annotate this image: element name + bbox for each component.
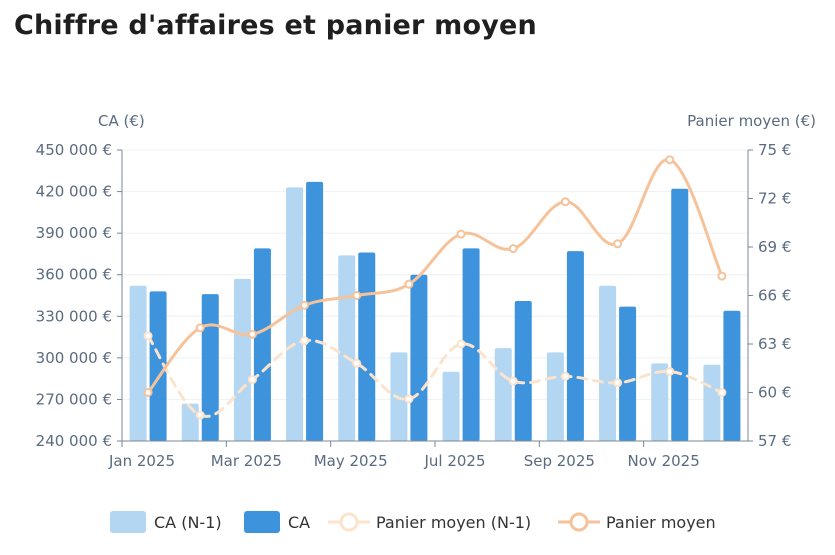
legend-label: CA (N-1) xyxy=(154,513,222,532)
y2-axis-label: Panier moyen (€) xyxy=(687,112,816,130)
bar xyxy=(703,364,721,441)
line-point xyxy=(247,375,257,385)
x-tick-label: Sep 2025 xyxy=(524,452,595,470)
chart-title: Chiffre d'affaires et panier moyen xyxy=(14,10,537,41)
line-point xyxy=(247,329,257,339)
bar xyxy=(286,187,304,441)
bar xyxy=(619,306,637,441)
x-tick-label: Jul 2025 xyxy=(423,452,485,470)
line-point xyxy=(508,376,518,386)
line-point xyxy=(404,394,414,404)
line-point xyxy=(717,388,727,397)
axes: CA (€) Panier moyen (€) 240 000 € 270 000… xyxy=(36,112,816,470)
bar xyxy=(671,188,689,441)
legend-marker xyxy=(569,512,589,532)
y-tick-label: 330 000 € xyxy=(36,307,112,325)
bar xyxy=(514,301,532,441)
bar xyxy=(233,278,251,441)
bar xyxy=(129,285,147,441)
bar xyxy=(149,291,167,441)
y2-tick-label: 57 € xyxy=(758,432,791,450)
line-point xyxy=(195,323,205,333)
line-point xyxy=(456,339,466,349)
x-tick-label: May 2025 xyxy=(314,452,388,470)
lines xyxy=(143,155,727,420)
y-tick-label: 420 000 € xyxy=(36,183,112,201)
line-point xyxy=(508,244,518,254)
legend-swatch xyxy=(244,511,280,533)
line-point xyxy=(352,291,362,300)
legend-label: Panier moyen xyxy=(606,513,716,532)
bar xyxy=(410,274,428,441)
legend-label: Panier moyen (N-1) xyxy=(376,513,531,532)
legend-label: CA xyxy=(288,513,310,532)
y-tick-label: 390 000 € xyxy=(36,224,112,242)
line-point xyxy=(300,336,310,346)
bar xyxy=(338,255,356,441)
y-tick-label: 300 000 € xyxy=(36,349,112,367)
bar xyxy=(201,294,219,441)
x-tick-label: Mar 2025 xyxy=(211,452,282,470)
legend-swatch xyxy=(110,511,146,533)
line-point xyxy=(560,371,570,381)
bar xyxy=(253,248,271,441)
y-tick-label: 360 000 € xyxy=(36,266,112,284)
line-point xyxy=(560,197,570,207)
line-point xyxy=(300,300,310,310)
y2-tick-label: 66 € xyxy=(758,287,791,305)
x-tick-label: Jan 2025 xyxy=(108,452,175,470)
legend: CA (N-1) CA Panier moyen (N-1) Panier moyen xyxy=(110,511,716,533)
y-tick-label: 270 000 € xyxy=(36,390,112,408)
legend-marker xyxy=(339,512,359,532)
line-point xyxy=(143,331,153,341)
line-point xyxy=(613,378,623,388)
y2-tick-label: 72 € xyxy=(758,190,791,208)
y2-tick-label: 69 € xyxy=(758,238,791,256)
bars xyxy=(129,181,741,441)
bar xyxy=(651,363,669,441)
line-point xyxy=(352,358,362,368)
line-point xyxy=(665,366,675,376)
line-point xyxy=(717,271,727,281)
line-point xyxy=(143,388,153,397)
y-tick-label: 450 000 € xyxy=(36,141,112,159)
y-axis-label: CA (€) xyxy=(98,112,145,130)
line-point xyxy=(195,410,205,420)
y-tick-label: 240 000 € xyxy=(36,432,112,450)
y2-tick-label: 60 € xyxy=(758,384,791,402)
bar xyxy=(358,252,376,441)
bar xyxy=(442,371,460,441)
line-point xyxy=(613,239,623,249)
line-point xyxy=(456,229,466,239)
y2-tick-label: 63 € xyxy=(758,335,791,353)
y2-tick-label: 75 € xyxy=(758,141,791,159)
bar xyxy=(723,310,741,441)
x-tick-label: Nov 2025 xyxy=(628,452,700,470)
bar xyxy=(306,181,324,441)
bar xyxy=(599,285,617,441)
bar xyxy=(566,251,584,441)
bar xyxy=(546,352,564,441)
bar xyxy=(494,348,512,441)
line-point xyxy=(665,155,675,165)
line-point xyxy=(404,279,414,289)
